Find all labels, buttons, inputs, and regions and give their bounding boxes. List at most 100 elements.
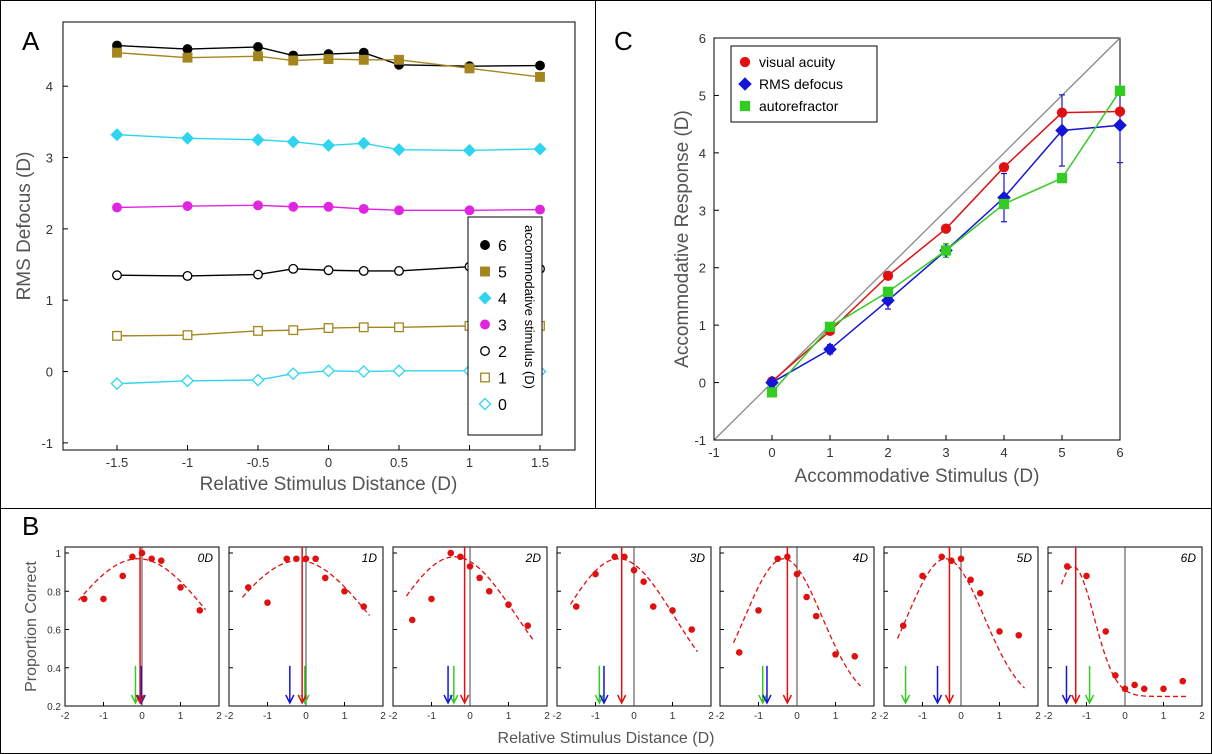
y-tick-label: -1	[41, 436, 53, 451]
data-point	[621, 553, 628, 561]
data-point-visual-acuity	[882, 270, 894, 281]
data-point-stimulus-2	[394, 266, 404, 276]
data-point	[341, 587, 348, 595]
data-point	[996, 628, 1003, 635]
data-point	[774, 555, 782, 563]
y-tick-label: 0	[699, 376, 706, 391]
subplot-4D: -2 -1 0 1 2 4D	[716, 546, 877, 722]
arrowhead-visual_acuity	[617, 694, 627, 705]
x-tick-label: 2	[871, 711, 877, 722]
data-point	[476, 574, 483, 582]
data-point-RMS-defocus	[823, 342, 837, 357]
data-point-autorefractor	[824, 321, 836, 333]
x-axis-label: Relative Stimulus Distance (D)	[200, 474, 458, 495]
data-point-stimulus-5	[535, 71, 545, 82]
x-tick-label: -1	[427, 711, 436, 722]
data-point	[428, 595, 435, 603]
x-tick-label: 1	[342, 711, 348, 722]
data-point	[1063, 563, 1071, 570]
data-point	[938, 553, 946, 561]
data-point	[148, 555, 155, 563]
legend-entry-5: 5	[498, 265, 507, 282]
arrowhead-visual_acuity	[459, 694, 470, 705]
legend-entry-autorefractor: autorefractor	[759, 98, 839, 114]
y-tick-label: 2	[46, 222, 53, 237]
x-tick-label: -1	[182, 455, 194, 470]
data-point-stimulus-4	[392, 143, 406, 157]
y-tick-label: 0.6	[47, 626, 61, 637]
data-point-stimulus-4	[462, 143, 477, 157]
data-point	[851, 652, 859, 660]
data-point-stimulus-6	[253, 42, 263, 52]
x-tick-label: 1	[1161, 711, 1167, 722]
x-tick-label: 2	[1035, 711, 1041, 722]
legend-marker-6	[480, 240, 490, 250]
legend-entry-4: 4	[498, 291, 507, 308]
x-tick-label: 1	[506, 711, 512, 722]
y-tick-label: 0.8	[47, 587, 61, 598]
data-point-stimulus-2	[288, 263, 299, 274]
x-axis-label: Relative Stimulus Distance (D)	[498, 730, 715, 747]
data-point-stimulus-5	[394, 54, 404, 65]
data-point	[100, 595, 107, 603]
panel-letter-a: A	[22, 26, 40, 56]
data-point	[457, 553, 464, 561]
data-point	[1131, 681, 1138, 689]
legend-marker-3	[480, 319, 490, 330]
fit-curve	[77, 558, 207, 611]
data-point	[630, 566, 638, 574]
data-point	[80, 595, 88, 603]
data-point	[505, 601, 512, 608]
x-tick-label: 5	[1058, 445, 1065, 460]
data-point	[244, 584, 252, 591]
data-point	[157, 557, 165, 564]
data-point	[1160, 685, 1167, 693]
legend-entry-0: 0	[498, 397, 507, 414]
data-point-stimulus-2	[358, 266, 369, 276]
data-point-stimulus-0	[357, 365, 371, 379]
data-point-stimulus-3	[112, 202, 122, 213]
data-point-stimulus-2	[112, 270, 122, 281]
legend-entry-RMS-defocus: RMS defocus	[759, 76, 843, 92]
data-point	[447, 549, 455, 557]
arrowhead-rms_defocus	[599, 694, 609, 705]
subplot-label: 1D	[362, 551, 378, 565]
data-point-stimulus-3	[535, 204, 545, 215]
panel-a-rms-defocus-chart: -1.5 -1 -0.5 0 0.5 1 1.5 -1 0 1 2 3 4 Relative Stimul…	[14, 21, 576, 495]
data-point	[1102, 628, 1110, 635]
data-point-stimulus-6	[535, 60, 545, 71]
legend-marker-0	[478, 397, 492, 411]
x-tick-label: -0.5	[247, 455, 269, 470]
data-point	[735, 649, 743, 656]
data-point-autorefractor	[1056, 172, 1068, 184]
x-tick-label: 1	[833, 711, 839, 722]
arrowhead-visual_acuity	[944, 694, 955, 705]
x-tick-label: 1	[670, 711, 676, 722]
y-axis-label: RMS Defocus (D)	[14, 152, 35, 301]
x-tick-label: 0	[1122, 711, 1128, 722]
x-tick-label: 6	[1116, 445, 1123, 460]
data-point-stimulus-1	[358, 322, 369, 333]
y-tick-label: 1	[55, 549, 61, 560]
legend-marker-visual-acuity	[739, 56, 751, 68]
fit-curve	[569, 558, 699, 653]
data-point-stimulus-3	[253, 200, 263, 211]
panel-letter-b: B	[22, 511, 39, 541]
y-tick-label: 4	[46, 79, 53, 94]
x-tick-label: -1	[99, 711, 108, 722]
x-tick-label: -2	[553, 711, 562, 722]
arrowhead-rms_defocus	[443, 694, 453, 705]
data-point	[312, 555, 319, 563]
x-tick-label: 4	[1000, 445, 1007, 460]
legend-box	[730, 45, 878, 123]
data-point	[283, 555, 291, 563]
data-point-visual-acuity	[1056, 107, 1068, 118]
data-point	[177, 584, 184, 591]
panel-letter-c: C	[614, 26, 633, 56]
data-point	[196, 607, 204, 614]
data-point	[919, 572, 926, 580]
data-point	[321, 574, 329, 582]
data-point-autorefractor	[882, 286, 894, 297]
x-tick-label: 3	[942, 445, 949, 460]
